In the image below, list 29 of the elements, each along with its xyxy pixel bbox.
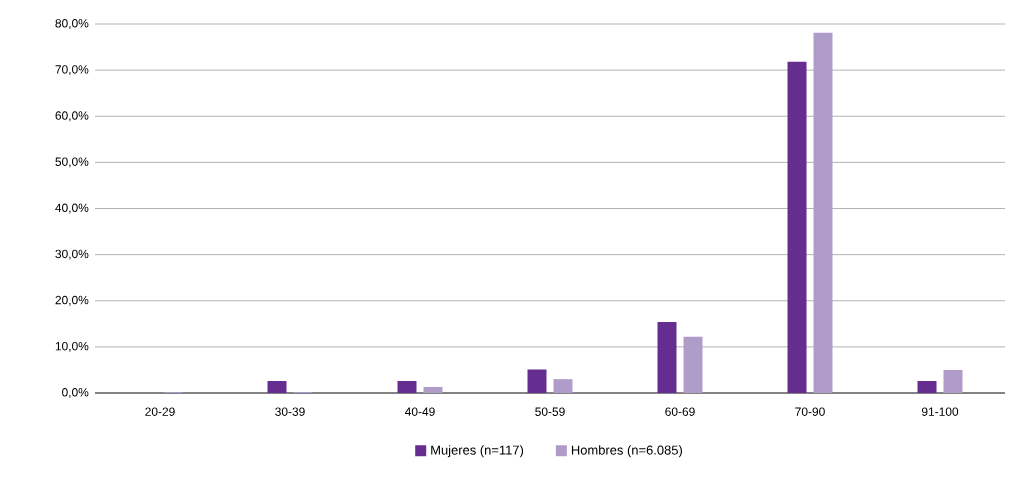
y-tick-label: 80,0% xyxy=(55,19,89,29)
bar xyxy=(813,32,833,393)
y-tick-label: 20,0% xyxy=(55,295,89,306)
bar xyxy=(657,321,677,393)
x-tick-label: 30-39 xyxy=(275,407,305,416)
y-tick-label: 70,0% xyxy=(55,65,89,76)
legend-label: Hombres (n=6.085) xyxy=(571,445,682,458)
y-tick-label: 40,0% xyxy=(55,203,89,214)
bar xyxy=(917,381,937,393)
x-tick-label: 60-69 xyxy=(665,407,695,416)
y-tick-label: 30,0% xyxy=(55,249,89,260)
bar xyxy=(397,381,417,393)
legend-label: Mujeres (n=117) xyxy=(431,445,524,458)
x-tick-label: 91-100 xyxy=(921,407,959,416)
bar xyxy=(267,381,287,393)
bar xyxy=(553,379,573,393)
x-tick-label: 20-29 xyxy=(145,407,175,416)
y-tick-label: 10,0% xyxy=(55,341,89,352)
x-tick-label: 50-59 xyxy=(535,407,565,416)
y-tick-label: 0,0% xyxy=(62,388,89,398)
bar xyxy=(683,336,703,393)
bar xyxy=(943,369,963,393)
bar xyxy=(527,369,547,393)
x-tick-label: 70-90 xyxy=(795,407,825,416)
bar xyxy=(423,387,443,393)
y-tick-label: 50,0% xyxy=(55,157,89,168)
bar xyxy=(787,61,807,393)
y-tick-label: 60,0% xyxy=(55,111,89,122)
x-tick-label: 40-49 xyxy=(405,407,435,416)
